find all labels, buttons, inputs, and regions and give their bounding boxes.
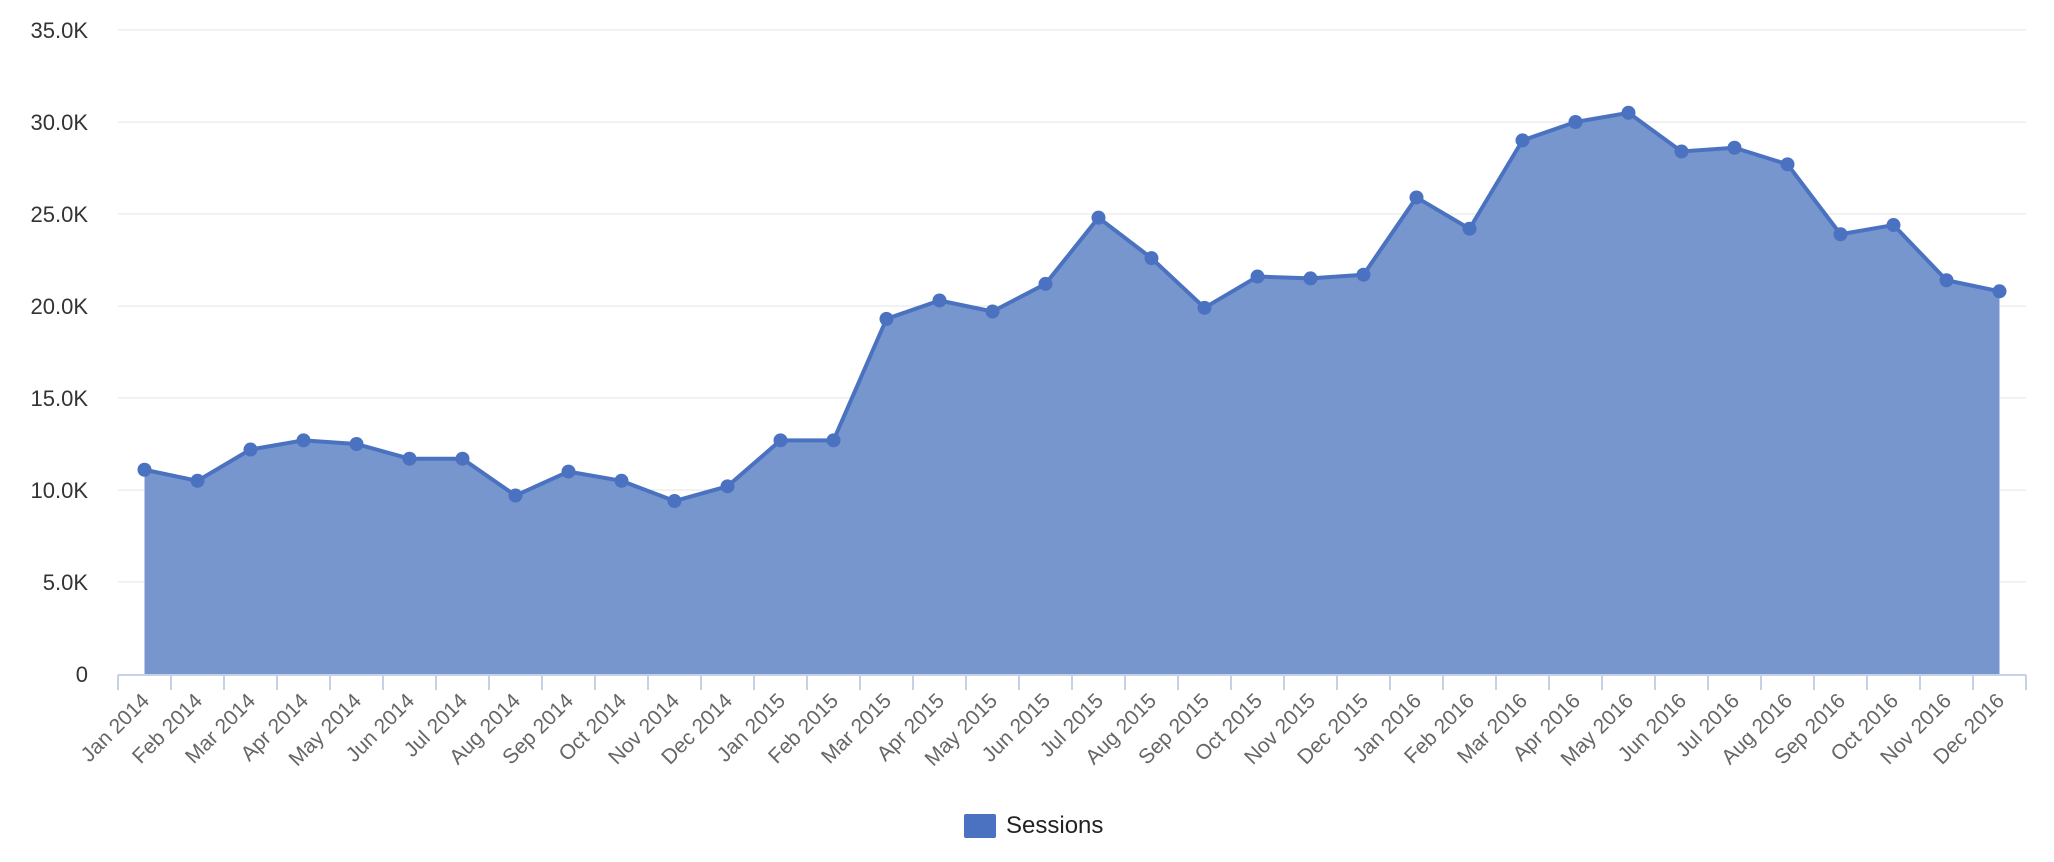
data-point[interactable] [932, 293, 947, 308]
y-tick-label: 15.0K [31, 386, 89, 411]
data-point[interactable] [402, 451, 417, 466]
data-point[interactable] [1409, 190, 1424, 205]
data-point[interactable] [137, 462, 152, 477]
y-tick-label: 25.0K [31, 202, 89, 227]
data-point[interactable] [1886, 218, 1901, 233]
data-point[interactable] [667, 494, 682, 509]
data-point[interactable] [561, 464, 576, 479]
series-area-sessions [144, 112, 2000, 675]
data-point[interactable] [1621, 105, 1636, 120]
data-point[interactable] [1250, 269, 1265, 284]
data-point[interactable] [1939, 273, 1954, 288]
data-point[interactable] [1462, 221, 1477, 236]
data-point[interactable] [349, 437, 364, 451]
data-point[interactable] [826, 433, 841, 448]
data-point[interactable] [1144, 251, 1159, 266]
legend[interactable]: Sessions [964, 812, 1103, 840]
y-tick-label: 20.0K [31, 294, 89, 319]
data-point[interactable] [1674, 144, 1689, 159]
data-point[interactable] [1780, 157, 1795, 172]
data-point[interactable] [190, 473, 205, 488]
data-point[interactable] [985, 304, 1000, 319]
data-point[interactable] [1091, 210, 1106, 225]
y-tick-label: 30.0K [31, 110, 89, 135]
data-point[interactable] [1356, 267, 1371, 282]
data-point[interactable] [455, 451, 470, 466]
legend-swatch [964, 814, 996, 838]
data-points [137, 105, 2007, 509]
data-point[interactable] [1197, 300, 1212, 315]
data-point[interactable] [1568, 115, 1583, 129]
data-point[interactable] [1038, 276, 1053, 291]
y-tick-label: 5.0K [43, 570, 89, 595]
data-point[interactable] [508, 488, 523, 503]
legend-label-sessions: Sessions [1006, 812, 1104, 839]
y-tick-label: 0 [76, 662, 88, 687]
data-point[interactable] [296, 433, 311, 448]
data-point[interactable] [1515, 133, 1530, 148]
data-point[interactable] [1833, 227, 1848, 242]
data-point[interactable] [1303, 271, 1318, 286]
data-point[interactable] [773, 433, 788, 448]
data-point[interactable] [879, 311, 894, 326]
data-point[interactable] [1992, 284, 2007, 299]
sessions-area-chart: 0 5.0K 10.0K 15.0K 20.0K 25.0K 30.0K 35.0K Jan … [31, 18, 2027, 771]
area-layer [144, 110, 2000, 675]
data-point[interactable] [720, 479, 735, 494]
y-tick-label: 10.0K [31, 478, 89, 503]
data-point[interactable] [614, 473, 629, 488]
series-line-sessions [144, 110, 2000, 504]
data-point[interactable] [243, 442, 258, 457]
y-tick-label: 35.0K [31, 18, 89, 43]
data-point[interactable] [1727, 140, 1742, 155]
